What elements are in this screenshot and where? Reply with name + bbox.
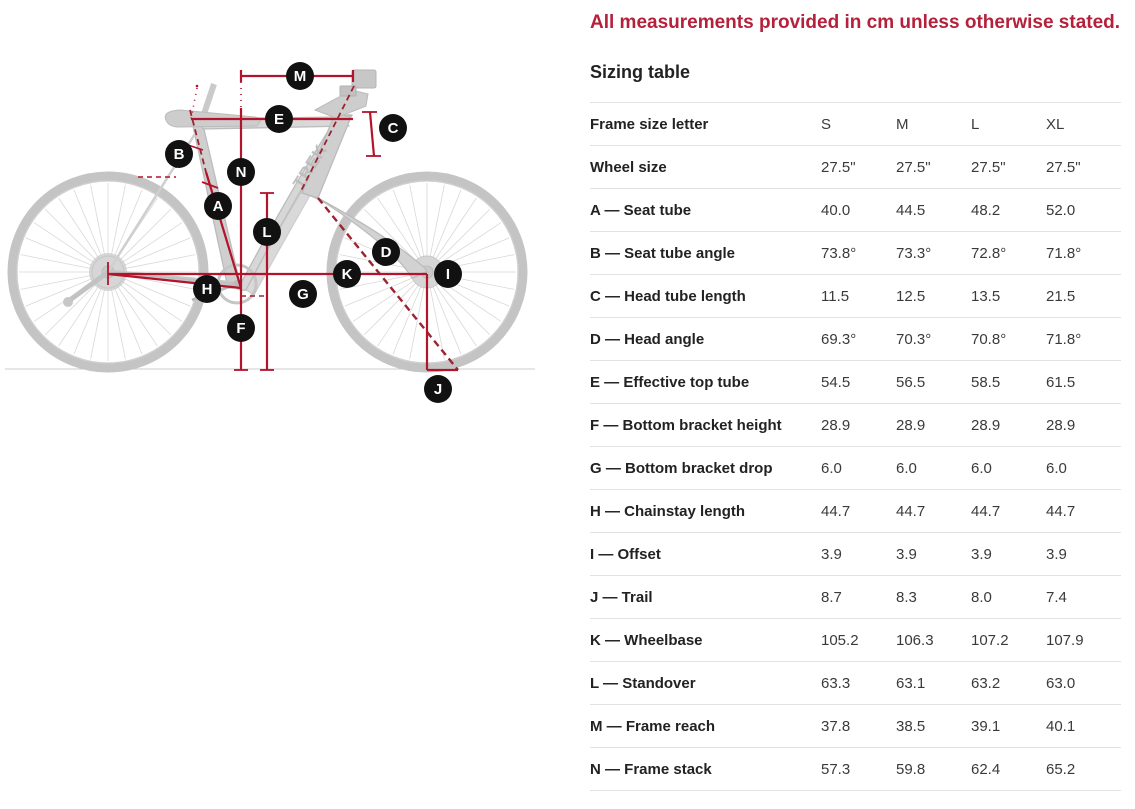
svg-text:H: H: [202, 281, 213, 298]
svg-text:D: D: [381, 244, 392, 261]
svg-text:F: F: [236, 320, 245, 337]
svg-text:B: B: [174, 146, 185, 163]
svg-text:E: E: [274, 111, 284, 128]
svg-text:K: K: [342, 266, 353, 283]
svg-text:N: N: [236, 164, 247, 181]
svg-text:J: J: [434, 381, 442, 398]
svg-text:I: I: [446, 266, 450, 283]
svg-text:A: A: [213, 198, 224, 215]
svg-text:L: L: [262, 224, 271, 241]
svg-text:M: M: [294, 68, 307, 85]
svg-text:G: G: [297, 286, 309, 303]
svg-text:C: C: [388, 120, 399, 137]
